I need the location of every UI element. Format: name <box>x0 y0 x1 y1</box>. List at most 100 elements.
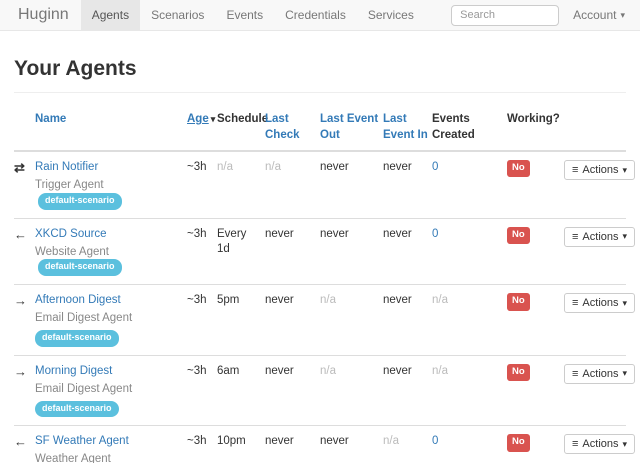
last-check-value: never <box>265 435 294 448</box>
nav-item-agents[interactable]: Agents <box>80 0 141 30</box>
working-badge: No <box>507 226 530 244</box>
caret-down-icon: ▾ <box>622 438 628 449</box>
column-header-events-created: Events Created <box>432 113 475 141</box>
icon-column-header <box>14 105 35 153</box>
last-check-value: n/a <box>265 161 281 174</box>
scenario-badge[interactable]: default-scenario <box>38 259 122 277</box>
top-navbar: Huginn Agents Scenarios Events Credentia… <box>0 0 640 31</box>
agents-table: Name Age ▾ Schedule Last Check Last Event… <box>14 105 636 463</box>
nav-item-services[interactable]: Services <box>367 8 414 22</box>
scenario-badge[interactable]: default-scenario <box>35 330 119 347</box>
column-header-last-check[interactable]: Last Check <box>265 113 300 141</box>
nav-item-scenarios[interactable]: Scenarios <box>151 8 205 22</box>
brand-logo[interactable]: Huginn <box>18 6 69 23</box>
agent-name-link[interactable]: Afternoon Digest <box>35 294 121 307</box>
actions-button[interactable]: ≡ Actions ▾ <box>564 363 636 384</box>
arrow-right-icon: → <box>14 293 27 309</box>
agent-type-label: Email Digest Agent <box>35 382 133 395</box>
actions-button[interactable]: ≡ Actions ▾ <box>564 293 636 314</box>
nav-item-credentials[interactable]: Credentials <box>285 8 346 22</box>
agent-name-link[interactable]: Morning Digest <box>35 364 113 377</box>
nav-item-events[interactable]: Events <box>226 8 264 22</box>
events-created-link[interactable]: 0 <box>432 161 439 174</box>
last-event-in-value: never <box>383 364 412 377</box>
actions-column-header <box>564 105 626 153</box>
events-created-value: n/a <box>432 364 448 377</box>
last-event-out-value: n/a <box>320 364 336 377</box>
schedule-value: n/a <box>217 161 233 174</box>
agent-type-label: Trigger Agent <box>35 178 104 191</box>
last-check-value: never <box>265 294 294 307</box>
caret-down-icon: ▾ <box>622 297 628 308</box>
agent-type-label: Website Agent <box>35 245 109 258</box>
actions-button[interactable]: ≡ Actions ▾ <box>564 226 636 247</box>
search-input[interactable] <box>451 4 560 26</box>
list-icon: ≡ <box>572 164 579 177</box>
arrow-right-icon: → <box>14 363 27 379</box>
column-header-age[interactable]: Age <box>187 113 209 125</box>
column-header-schedule: Schedule <box>217 113 269 125</box>
age-value: ~3h <box>187 364 207 377</box>
actions-button[interactable]: ≡ Actions ▾ <box>564 434 636 455</box>
working-badge: No <box>507 160 530 178</box>
table-row: ← SF Weather Agent Weather Agentdefault-… <box>14 425 636 463</box>
last-event-out-value: never <box>320 435 349 448</box>
age-value: ~3h <box>187 161 207 174</box>
schedule-value: 10pm <box>217 435 246 448</box>
agent-name-link[interactable]: SF Weather Agent <box>35 435 129 448</box>
page-title: Your Agents <box>14 57 137 80</box>
last-check-value: never <box>265 364 294 377</box>
scenario-badge[interactable]: default-scenario <box>35 400 119 418</box>
column-header-last-event-out[interactable]: Last Event Out <box>320 113 379 141</box>
list-icon: ≡ <box>572 367 579 380</box>
list-icon: ≡ <box>572 297 579 310</box>
age-value: ~3h <box>187 294 207 307</box>
agent-name-link[interactable]: XKCD Source <box>35 227 107 240</box>
chevron-down-icon: ▾ <box>620 9 625 20</box>
account-label: Account <box>573 8 617 22</box>
working-badge: No <box>507 363 530 382</box>
age-value: ~3h <box>187 435 207 448</box>
table-row: → Morning Digest Email Digest Agent defa… <box>14 354 636 426</box>
last-check-value: never <box>265 227 294 240</box>
events-created-link[interactable]: 0 <box>432 435 439 448</box>
main-nav: Agents Scenarios Events Credentials Serv… <box>80 0 425 30</box>
sort-caret-icon: ▾ <box>210 114 216 124</box>
last-event-out-value: n/a <box>320 294 336 307</box>
working-badge: No <box>507 434 530 452</box>
account-dropdown[interactable]: Account ▾ <box>559 8 640 22</box>
last-event-out-value: never <box>320 227 349 240</box>
last-event-out-value: never <box>320 161 349 174</box>
caret-down-icon: ▾ <box>622 231 628 242</box>
column-header-working: Working? <box>507 113 560 125</box>
working-badge: No <box>507 293 530 311</box>
events-created-link[interactable]: 0 <box>432 227 439 240</box>
list-icon: ≡ <box>572 230 579 243</box>
scenario-badge[interactable]: default-scenario <box>38 192 122 210</box>
caret-down-icon: ▾ <box>622 164 628 175</box>
table-header-row: Name Age ▾ Schedule Last Check Last Event… <box>14 105 626 153</box>
caret-down-icon: ▾ <box>622 368 628 379</box>
column-header-name[interactable]: Name <box>35 113 67 125</box>
events-created-value: n/a <box>432 294 448 307</box>
arrow-left-icon: ← <box>14 434 27 450</box>
table-row: ⇄ Rain Notifier Trigger Agentdefault-sce… <box>14 151 636 218</box>
agent-type-label: Weather Agent <box>35 453 111 463</box>
page-header: Your Agents <box>14 57 626 93</box>
list-icon: ≡ <box>572 438 579 451</box>
agent-type-label: Email Digest Agent <box>35 312 133 325</box>
actions-button[interactable]: ≡ Actions ▾ <box>564 160 636 181</box>
last-event-in-value: never <box>383 227 412 240</box>
age-value: ~3h <box>187 227 207 240</box>
schedule-value: 5pm <box>217 294 240 307</box>
schedule-value: 6am <box>217 364 240 377</box>
table-row: ← XKCD Source Website Agentdefault-scena… <box>14 217 636 285</box>
schedule-value: Every 1d <box>217 227 247 255</box>
transfer-icon: ⇄ <box>14 160 25 176</box>
last-event-in-value: never <box>383 294 412 307</box>
arrow-left-icon: ← <box>14 226 27 242</box>
last-event-in-value: n/a <box>383 435 399 448</box>
agent-name-link[interactable]: Rain Notifier <box>35 161 99 174</box>
last-event-in-value: never <box>383 161 412 174</box>
column-header-last-event-in[interactable]: Last Event In <box>383 113 428 141</box>
